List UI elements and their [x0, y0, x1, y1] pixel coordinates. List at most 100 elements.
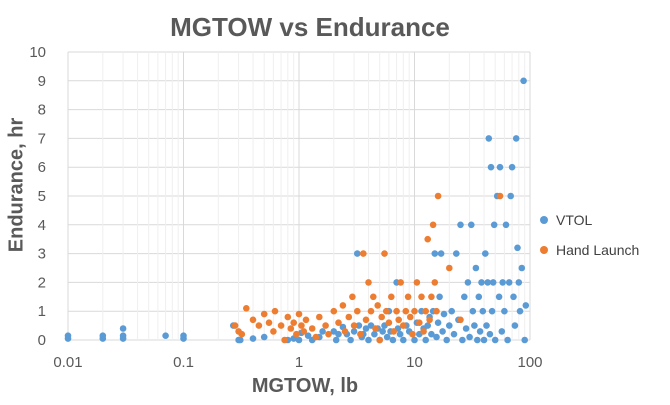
data-point-vtol [522, 302, 530, 309]
data-point-hand-launch [362, 316, 370, 324]
data-point-hand-launch [413, 279, 421, 286]
data-point-vtol [496, 163, 504, 171]
data-point-hand-launch [249, 316, 257, 324]
data-point-vtol [472, 264, 480, 272]
data-point-vtol [514, 244, 521, 252]
data-point-vtol [457, 221, 464, 229]
y-tick-label: 2 [38, 274, 46, 291]
data-point-vtol [504, 336, 511, 344]
data-point-vtol [468, 221, 475, 229]
data-point-hand-launch [422, 307, 430, 315]
data-point-vtol [424, 322, 432, 329]
x-tick-label: 0.01 [53, 354, 82, 371]
x-tick-label: 100 [517, 354, 542, 371]
data-point-vtol [466, 333, 473, 341]
data-point-hand-launch [300, 328, 308, 335]
data-point-hand-launch [431, 279, 439, 286]
data-point-hand-launch [407, 313, 414, 321]
data-point-hand-launch [255, 322, 263, 329]
y-tick-label: 0 [38, 332, 46, 349]
data-point-hand-launch [385, 319, 393, 327]
y-tick-label: 10 [29, 44, 46, 61]
data-point-vtol [434, 319, 442, 327]
data-point-vtol [502, 221, 510, 229]
data-point-hand-launch [293, 330, 300, 338]
legend-marker-vtol [540, 216, 548, 224]
data-point-hand-launch [395, 316, 403, 324]
data-point-vtol [511, 322, 519, 329]
data-point-hand-launch [374, 302, 382, 309]
data-point-vtol [304, 332, 312, 340]
data-point-vtol [319, 328, 326, 335]
data-point-vtol [464, 279, 472, 286]
data-point-hand-launch [416, 319, 423, 327]
data-point-hand-launch [390, 328, 398, 335]
data-point-hand-launch [287, 325, 295, 332]
data-point-vtol [459, 336, 466, 344]
data-point-hand-launch [418, 293, 425, 301]
data-point-hand-launch [260, 310, 268, 318]
data-point-hand-launch [393, 307, 400, 315]
data-point-vtol [332, 336, 340, 344]
data-point-vtol [474, 336, 481, 344]
data-point-vtol [501, 307, 508, 315]
chart-title: MGTOW vs Endurance [170, 12, 450, 42]
data-point-vtol [180, 332, 187, 340]
data-point-hand-launch [365, 279, 372, 286]
data-point-vtol [295, 336, 303, 344]
data-point-hand-launch [429, 221, 437, 229]
y-tick-label: 3 [38, 246, 46, 263]
data-point-vtol [483, 322, 490, 329]
data-point-hand-launch [367, 307, 375, 315]
data-point-vtol [453, 250, 460, 257]
data-point-hand-launch [316, 313, 323, 321]
data-point-hand-launch [383, 307, 390, 315]
data-point-vtol [450, 330, 458, 338]
data-point-hand-launch [400, 322, 407, 329]
data-point-vtol [396, 330, 404, 338]
data-point-vtol [119, 332, 127, 340]
y-tick-label: 6 [38, 159, 46, 176]
data-point-hand-launch [496, 192, 504, 200]
data-point-vtol [485, 135, 493, 142]
data-point-vtol [362, 325, 370, 332]
data-point-hand-launch [231, 322, 239, 329]
y-tick-label: 1 [38, 303, 46, 320]
data-point-vtol [476, 328, 484, 335]
data-point-hand-launch [397, 279, 405, 286]
data-point-hand-launch [335, 319, 342, 327]
data-point-hand-launch [322, 322, 329, 329]
data-point-vtol [260, 333, 268, 341]
data-point-hand-launch [312, 333, 320, 341]
data-point-hand-launch [281, 336, 288, 344]
data-point-vtol [119, 325, 127, 332]
legend-label-vtol: VTOL [556, 212, 593, 228]
data-point-hand-launch [341, 328, 349, 335]
x-tick-label: 1 [295, 354, 303, 371]
data-point-vtol [389, 336, 397, 344]
data-point-vtol [355, 322, 363, 329]
legend-label-hand-launch: Hand Launch [556, 242, 640, 258]
data-point-hand-launch [378, 313, 386, 321]
x-tick-label: 10 [406, 354, 423, 371]
data-point-vtol [480, 336, 488, 344]
data-point-hand-launch [434, 192, 442, 200]
legend: VTOL Hand Launch [540, 205, 639, 265]
data-point-hand-launch [345, 313, 353, 321]
data-point-vtol [487, 163, 495, 171]
data-point-vtol [507, 192, 514, 200]
data-point-hand-launch [325, 330, 332, 338]
data-point-vtol [371, 330, 378, 338]
data-point-hand-launch [376, 336, 384, 344]
x-axis-label: MGTOW, lb [251, 375, 359, 397]
data-point-vtol [99, 332, 107, 340]
data-point-hand-launch [295, 310, 303, 318]
data-point-vtol [495, 293, 503, 301]
data-point-vtol [499, 279, 507, 286]
data-point-hand-launch [433, 307, 440, 315]
y-tick-label: 7 [38, 130, 46, 147]
data-point-vtol [422, 336, 430, 344]
data-point-vtol [486, 330, 494, 338]
data-point-vtol [379, 328, 387, 335]
data-point-vtol [475, 293, 483, 301]
